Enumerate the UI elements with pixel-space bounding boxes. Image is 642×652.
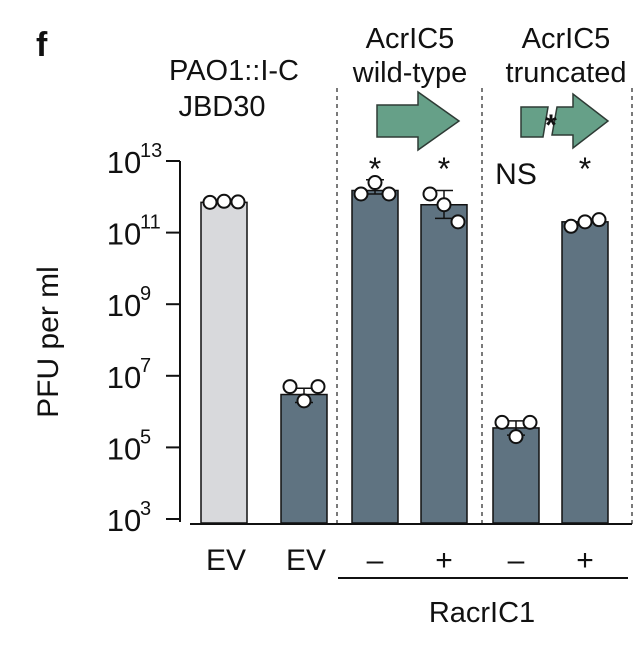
y-tick-exponent-2: 9 — [140, 283, 151, 305]
data-point-1-1 — [296, 393, 312, 409]
data-point-3-1 — [436, 197, 452, 213]
data-point-0-1 — [216, 193, 232, 209]
bar-2 — [351, 189, 399, 524]
significance-label-2: * — [369, 151, 381, 187]
racric1-label: RacrIC1 — [429, 597, 535, 629]
group2-label-line1: AcrIC5 — [522, 23, 611, 55]
bar-5 — [561, 221, 609, 524]
significance-label-4: NS — [495, 158, 537, 191]
acric5-truncated-gene-fragment-left — [520, 106, 549, 138]
data-point-4-2 — [522, 414, 538, 430]
y-tick-exponent-1: 11 — [140, 212, 161, 234]
strain-label-line1: PAO1::I-C — [169, 55, 299, 87]
y-tick-label-2: 10 — [107, 288, 141, 323]
x-tick-label-1: EV — [286, 544, 326, 577]
data-point-2-1 — [367, 175, 383, 191]
data-point-2-0 — [353, 186, 369, 202]
group2-label-line2: truncated — [506, 57, 627, 89]
data-point-4-1 — [508, 429, 524, 445]
x-tick-label-2: – — [367, 544, 384, 577]
significance-label-5: * — [579, 151, 591, 187]
bar-3 — [420, 203, 468, 524]
data-point-5-1 — [577, 214, 593, 230]
x-tick-label-3: + — [435, 544, 453, 577]
y-tick-exponent-4: 5 — [140, 426, 151, 448]
x-tick-label-0: EV — [206, 544, 246, 577]
data-point-1-0 — [282, 379, 298, 395]
y-tick-exponent-3: 7 — [140, 355, 151, 377]
group1-label-line2: wild-type — [352, 57, 467, 89]
data-point-0-2 — [230, 194, 246, 210]
y-tick-label-4: 10 — [107, 431, 141, 466]
data-point-0-0 — [202, 194, 218, 210]
y-tick-label-0: 10 — [107, 145, 141, 180]
data-point-2-2 — [381, 186, 397, 202]
y-tick-label-1: 10 — [107, 217, 141, 252]
x-tick-labels: EV EV – + – + — [206, 544, 594, 577]
bars — [200, 189, 609, 524]
y-axis-label: PFU per ml — [32, 266, 65, 418]
data-point-3-0 — [422, 186, 438, 202]
y-tick-label-3: 10 — [107, 360, 141, 395]
truncation-star-icon: * — [545, 109, 557, 142]
data-point-1-2 — [310, 379, 326, 395]
group1-label-line1: AcrIC5 — [366, 23, 455, 55]
data-point-5-2 — [591, 212, 607, 228]
y-tick-exponent-0: 13 — [140, 140, 162, 162]
data-point-3-2 — [450, 214, 466, 230]
data-point-4-0 — [494, 414, 510, 430]
bar-1 — [280, 393, 328, 524]
y-tick-exponent-5: 3 — [140, 498, 151, 520]
significance-label-3: * — [438, 151, 450, 187]
y-tick-label-5: 10 — [107, 503, 141, 538]
x-tick-label-5: + — [576, 544, 594, 577]
acric5-truncated-gene-fragment-right — [551, 92, 610, 150]
acric5-wild-type-gene-arrow — [376, 90, 461, 152]
panel-label: f — [36, 26, 48, 64]
data-points: * * NS * — [202, 151, 607, 445]
data-point-5-0 — [563, 218, 579, 234]
x-tick-label-4: – — [508, 544, 525, 577]
strain-label-line2: JBD30 — [178, 91, 265, 123]
bar-0 — [200, 201, 248, 524]
